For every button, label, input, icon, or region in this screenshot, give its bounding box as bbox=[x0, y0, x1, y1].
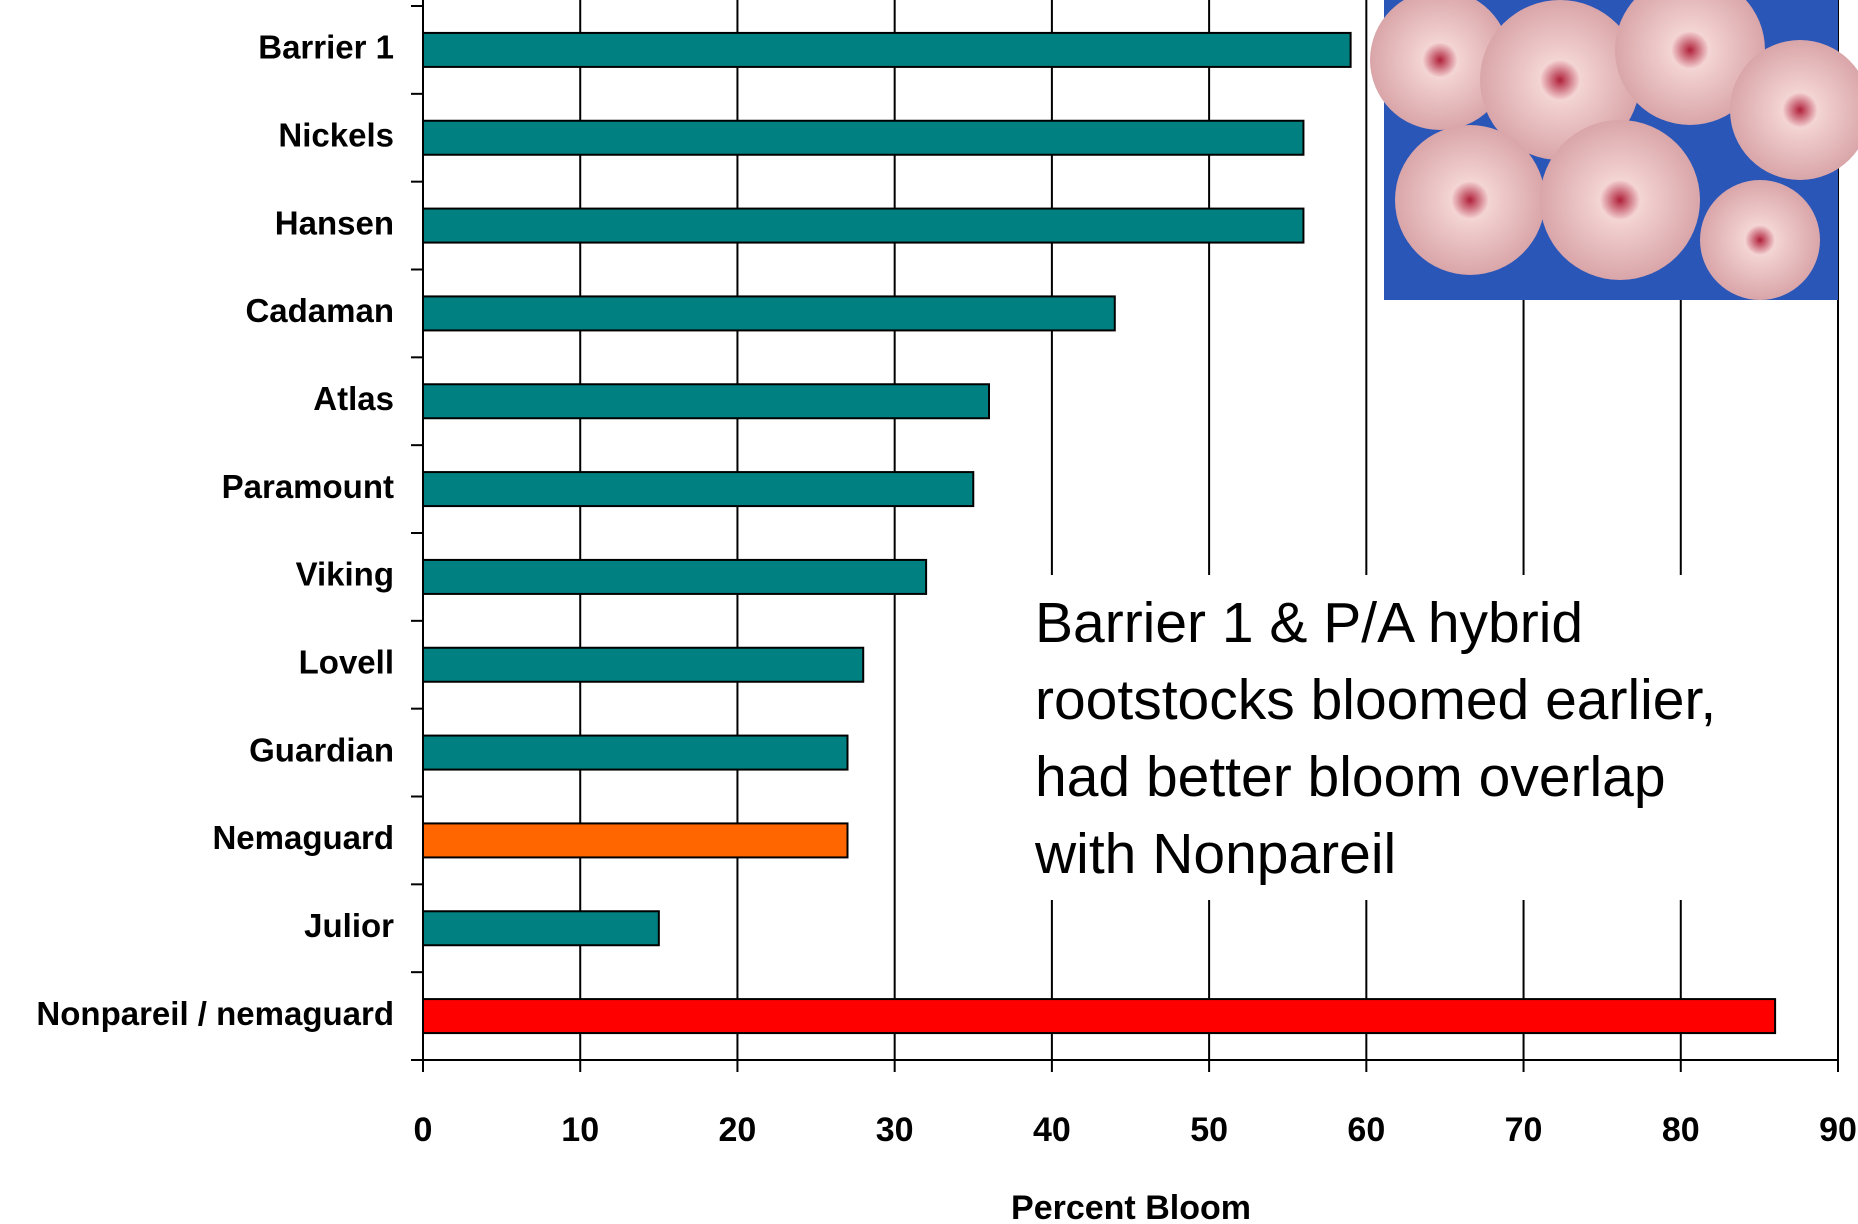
bar bbox=[422, 734, 849, 771]
annotation-line: had better bloom overlap bbox=[1035, 745, 1666, 809]
annotation-line: Barrier 1 & P/A hybrid bbox=[1035, 591, 1583, 655]
bar bbox=[422, 383, 990, 420]
bar bbox=[422, 822, 849, 859]
bar bbox=[422, 295, 1116, 332]
bar bbox=[422, 207, 1305, 244]
y-tick-label: Paramount bbox=[222, 468, 394, 505]
blossom-photo bbox=[1370, 0, 1858, 300]
bar bbox=[422, 646, 865, 683]
y-tick-label: Nonpareil / nemaguard bbox=[36, 995, 394, 1032]
y-tick-label: Viking bbox=[296, 556, 394, 593]
x-tick-label: 20 bbox=[719, 1111, 757, 1149]
y-tick-label: Nemaguard bbox=[212, 819, 394, 856]
x-tick-label: 50 bbox=[1190, 1111, 1228, 1149]
bar bbox=[422, 998, 1777, 1035]
x-tick-label: 40 bbox=[1033, 1111, 1071, 1149]
x-tick-label: 60 bbox=[1347, 1111, 1385, 1149]
x-axis-label: Percent Bloom bbox=[1011, 1189, 1251, 1224]
bar bbox=[422, 910, 660, 947]
x-tick-label: 90 bbox=[1819, 1111, 1857, 1149]
bar bbox=[422, 558, 928, 595]
y-tick-label: Hansen bbox=[275, 204, 394, 241]
x-tick-label: 10 bbox=[561, 1111, 599, 1149]
x-tick-label: 70 bbox=[1505, 1111, 1543, 1149]
y-tick-label: Nickels bbox=[278, 116, 394, 153]
bar bbox=[422, 119, 1305, 156]
y-tick-label: Atlas bbox=[313, 380, 394, 417]
annotation-box bbox=[1010, 575, 1830, 900]
y-tick-label: Barrier 1 bbox=[258, 29, 394, 66]
y-tick-label: Julior bbox=[304, 907, 394, 944]
x-tick-label: 80 bbox=[1662, 1111, 1700, 1149]
x-tick-label: 0 bbox=[414, 1111, 433, 1149]
annotation-line: with Nonpareil bbox=[1034, 822, 1396, 886]
bar bbox=[422, 471, 975, 508]
y-tick-label: Guardian bbox=[249, 731, 394, 768]
y-tick-label: Lovell bbox=[299, 643, 394, 680]
annotation-line: rootstocks bloomed earlier, bbox=[1035, 668, 1716, 732]
y-tick-label: Cadaman bbox=[245, 292, 394, 329]
x-tick-label: 30 bbox=[876, 1111, 914, 1149]
bar bbox=[422, 31, 1352, 68]
